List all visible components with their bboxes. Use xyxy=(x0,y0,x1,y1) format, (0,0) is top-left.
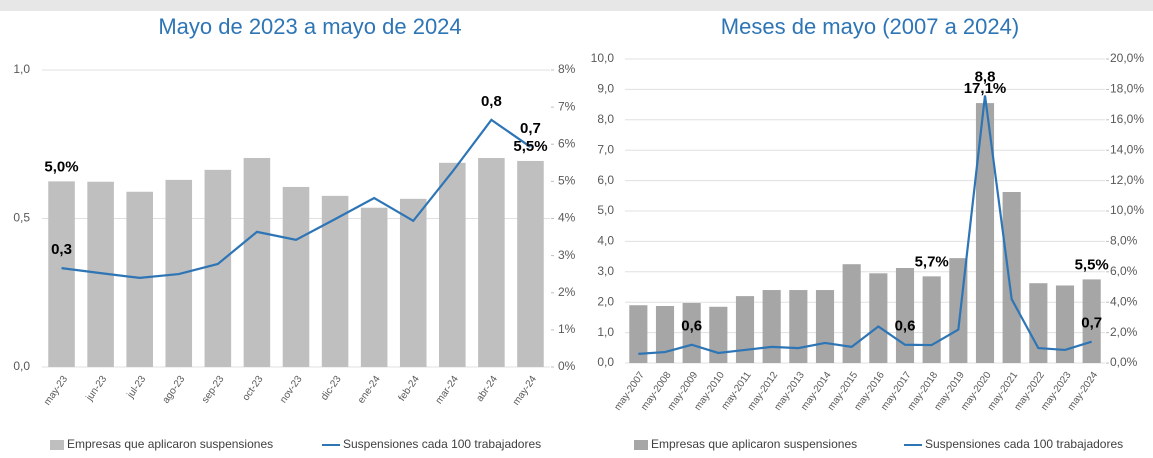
x-tick-label: dic-23 xyxy=(319,374,344,403)
top-band xyxy=(0,0,1153,11)
bar xyxy=(735,296,755,363)
bar xyxy=(682,302,701,363)
bar xyxy=(48,181,75,367)
y2-tick-label: 3% xyxy=(558,248,576,262)
y2-tick-label: 7% xyxy=(558,99,576,113)
bar xyxy=(399,198,427,367)
x-tick-label: jun-23 xyxy=(84,374,110,404)
y2-tick-label: 16,0% xyxy=(1110,112,1144,126)
bar xyxy=(975,103,995,363)
y2-tick-label: 2,0% xyxy=(1110,325,1138,339)
y2-tick-label: 0,0% xyxy=(1110,355,1138,369)
y-tick-label: 6,0 xyxy=(597,173,614,187)
bar xyxy=(282,186,310,367)
bar xyxy=(439,162,466,367)
bar xyxy=(895,268,915,363)
legend-label: Empresas que aplicaron suspensiones xyxy=(651,437,857,451)
y-tick-label: 3,0 xyxy=(597,264,614,278)
y2-tick-label: 18,0% xyxy=(1110,82,1144,96)
y2-tick-label: 12,0% xyxy=(1110,173,1144,187)
bar xyxy=(815,290,835,363)
bar xyxy=(1029,283,1048,363)
legend-label: Suspensiones cada 100 trabajadores xyxy=(343,437,541,451)
bar xyxy=(478,157,505,367)
data-label: 17,1% xyxy=(964,80,1007,97)
bar xyxy=(842,264,861,363)
data-label: 0,8 xyxy=(481,93,502,110)
bar xyxy=(1055,285,1075,363)
bar xyxy=(1002,192,1021,363)
y-tick-label: 1,0 xyxy=(13,62,30,76)
bar xyxy=(517,160,544,367)
bar xyxy=(789,290,808,363)
x-tick-label: sep-23 xyxy=(200,374,227,406)
line xyxy=(61,118,532,280)
data-label: 5,5% xyxy=(1075,256,1109,273)
y2-tick-label: 0% xyxy=(558,359,576,373)
y2-tick-label: 20,0% xyxy=(1110,51,1144,65)
bar xyxy=(709,306,728,363)
bar xyxy=(204,169,232,367)
y2-tick-label: 5% xyxy=(558,174,576,188)
x-tick-label: mar-24 xyxy=(434,374,461,407)
y2-tick-label: 10,0% xyxy=(1110,203,1144,217)
y2-tick-label: 8% xyxy=(558,62,576,76)
legend-label: Empresas que aplicaron suspensiones xyxy=(67,437,273,451)
y-tick-label: 9,0 xyxy=(597,82,614,96)
data-label: 0,6 xyxy=(681,318,702,335)
y-tick-label: 0,5 xyxy=(13,211,30,225)
x-tick-label: feb-24 xyxy=(397,374,423,404)
y-tick-label: 7,0 xyxy=(597,142,614,156)
bar xyxy=(243,157,271,367)
x-tick-label: jul-23 xyxy=(125,374,149,402)
bar xyxy=(655,306,675,363)
y2-tick-label: 14,0% xyxy=(1110,142,1144,156)
y2-tick-label: 6% xyxy=(558,136,576,150)
y2-tick-label: 1% xyxy=(558,322,576,336)
y-tick-label: 4,0 xyxy=(597,234,614,248)
line xyxy=(638,95,1092,355)
bar xyxy=(922,276,941,363)
x-tick-label: ene-24 xyxy=(356,374,383,406)
x-tick-label: may-24 xyxy=(511,374,539,408)
bar xyxy=(762,290,781,363)
legend-label: Suspensiones cada 100 trabajadores xyxy=(925,437,1123,451)
x-tick-label: oct-23 xyxy=(241,374,266,403)
legend-swatch xyxy=(634,440,648,450)
y2-tick-label: 8,0% xyxy=(1110,234,1138,248)
bar xyxy=(869,273,888,363)
y2-tick-label: 2% xyxy=(558,285,576,299)
y-tick-label: 5,0 xyxy=(597,203,614,217)
bar xyxy=(321,195,349,367)
data-label: 8,8 xyxy=(975,68,996,85)
y2-tick-label: 4,0% xyxy=(1110,294,1138,308)
x-tick-label: ago-23 xyxy=(161,374,188,406)
bar xyxy=(126,191,153,367)
y-tick-label: 8,0 xyxy=(597,112,614,126)
data-label: 5,5% xyxy=(513,138,547,155)
bar xyxy=(629,305,648,363)
y2-tick-label: 4% xyxy=(558,211,576,225)
bar xyxy=(360,207,388,367)
y-tick-label: 0,0 xyxy=(13,359,30,373)
data-label: 0,7 xyxy=(1081,315,1102,332)
y-tick-label: 10,0 xyxy=(591,51,615,65)
chart-title: Mayo de 2023 a mayo de 2024 xyxy=(158,14,461,39)
data-label: 5,0% xyxy=(44,158,78,175)
data-label: 0,3 xyxy=(51,241,72,258)
x-tick-label: nov-23 xyxy=(278,374,305,406)
y-tick-label: 0,0 xyxy=(597,355,614,369)
y-tick-label: 2,0 xyxy=(597,294,614,308)
data-label: 0,7 xyxy=(520,120,541,137)
data-label: 5,7% xyxy=(915,253,949,270)
y2-tick-label: 6,0% xyxy=(1110,264,1138,278)
x-tick-label: may-23 xyxy=(42,374,70,408)
chart-title: Meses de mayo (2007 a 2024) xyxy=(721,14,1019,39)
legend-swatch xyxy=(50,440,64,450)
x-tick-label: abr-24 xyxy=(474,374,500,404)
y-tick-label: 1,0 xyxy=(597,325,614,339)
data-label: 0,6 xyxy=(895,318,916,335)
